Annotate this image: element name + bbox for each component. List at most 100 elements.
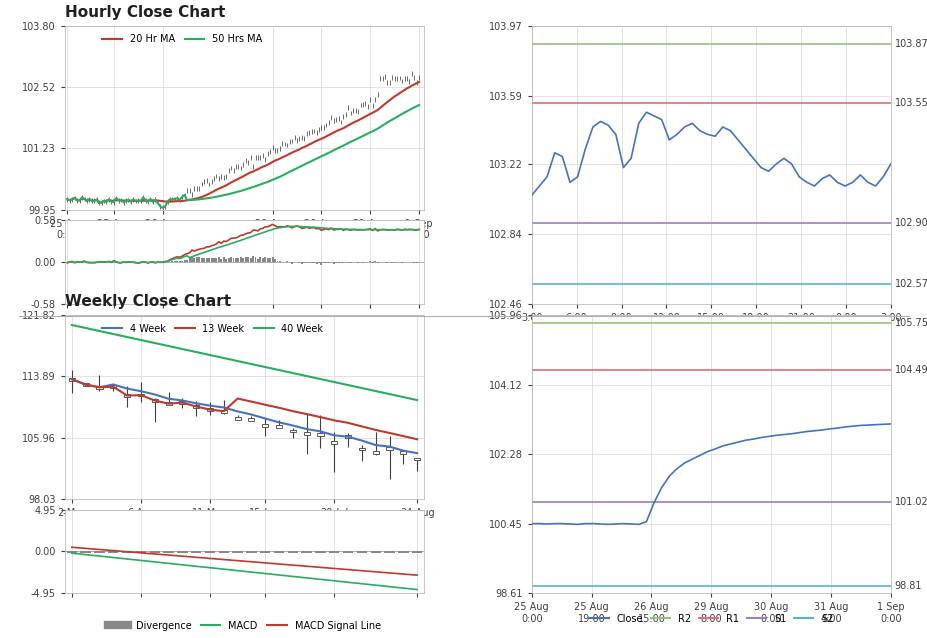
- Bar: [163, 551, 173, 553]
- Bar: [221, 410, 226, 413]
- Bar: [315, 262, 317, 263]
- Bar: [247, 257, 248, 262]
- Bar: [230, 257, 232, 262]
- Bar: [196, 257, 197, 262]
- Bar: [177, 551, 187, 553]
- Bar: [149, 551, 159, 553]
- Text: 102.90: 102.90: [894, 218, 927, 228]
- Bar: [260, 551, 270, 553]
- Text: 102.57: 102.57: [894, 279, 927, 289]
- Bar: [257, 259, 259, 262]
- Bar: [193, 405, 199, 408]
- Legend: Divergence, MACD, MACD Signal Line: Divergence, MACD, MACD Signal Line: [105, 327, 384, 345]
- Bar: [218, 256, 220, 262]
- Bar: [370, 551, 380, 553]
- Bar: [413, 457, 420, 460]
- Bar: [207, 408, 213, 411]
- Bar: [179, 401, 185, 404]
- Bar: [246, 551, 257, 553]
- Bar: [124, 394, 130, 397]
- Bar: [260, 258, 261, 262]
- Bar: [165, 403, 171, 405]
- Bar: [219, 551, 229, 553]
- Bar: [400, 451, 406, 454]
- Bar: [303, 432, 310, 434]
- Bar: [188, 257, 190, 262]
- Bar: [300, 262, 302, 264]
- Bar: [210, 258, 212, 262]
- Bar: [220, 259, 222, 262]
- Legend: Close, R2, R1, S1, S2: Close, R2, R1, S1, S2: [585, 320, 836, 338]
- Bar: [291, 262, 293, 263]
- Legend: Close, R2, R1, S1, S2: Close, R2, R1, S1, S2: [585, 610, 836, 628]
- Bar: [69, 378, 75, 380]
- Bar: [373, 451, 378, 454]
- Bar: [323, 262, 324, 263]
- Bar: [248, 418, 254, 420]
- Bar: [266, 258, 269, 262]
- Bar: [138, 394, 144, 396]
- Text: 105.75: 105.75: [894, 318, 927, 328]
- Bar: [386, 447, 392, 450]
- Bar: [173, 261, 176, 262]
- Text: 103.55: 103.55: [894, 98, 927, 108]
- Bar: [276, 261, 278, 262]
- Bar: [345, 435, 350, 438]
- Bar: [191, 551, 201, 553]
- Bar: [374, 261, 375, 262]
- Bar: [273, 551, 284, 553]
- Bar: [264, 257, 266, 262]
- Bar: [222, 257, 224, 262]
- Bar: [135, 551, 146, 553]
- Bar: [239, 257, 242, 262]
- Bar: [232, 551, 243, 553]
- Text: 101.02: 101.02: [894, 497, 927, 507]
- Bar: [327, 262, 329, 263]
- Bar: [193, 258, 196, 262]
- Bar: [215, 258, 217, 262]
- Bar: [315, 551, 325, 553]
- Bar: [83, 383, 89, 386]
- Text: Hourly Close Chart: Hourly Close Chart: [65, 5, 225, 20]
- Text: 103.87: 103.87: [894, 39, 927, 49]
- Text: 98.81: 98.81: [894, 581, 921, 591]
- Bar: [198, 258, 200, 262]
- Bar: [269, 258, 271, 262]
- Bar: [329, 551, 339, 553]
- Legend: Divergence, MACD, MACD Signal Line: Divergence, MACD, MACD Signal Line: [105, 617, 384, 635]
- Bar: [205, 551, 215, 553]
- Legend: 20 Hr MA, 50 Hrs MA: 20 Hr MA, 50 Hrs MA: [98, 31, 265, 48]
- Bar: [227, 258, 229, 262]
- Bar: [151, 399, 158, 402]
- Bar: [301, 551, 311, 553]
- Bar: [208, 258, 210, 262]
- Text: Weekly Close Chart: Weekly Close Chart: [65, 295, 231, 309]
- Bar: [372, 262, 374, 263]
- Bar: [213, 258, 215, 262]
- Bar: [261, 258, 263, 262]
- Bar: [245, 257, 247, 262]
- Bar: [242, 258, 244, 262]
- Bar: [176, 261, 178, 262]
- Bar: [249, 258, 251, 262]
- Bar: [349, 262, 351, 263]
- Bar: [235, 417, 240, 420]
- Bar: [186, 260, 188, 262]
- Bar: [181, 261, 183, 262]
- Bar: [191, 256, 193, 262]
- Bar: [233, 258, 235, 262]
- Bar: [308, 262, 310, 263]
- Bar: [225, 258, 227, 262]
- Bar: [318, 262, 320, 263]
- Bar: [121, 551, 133, 553]
- Bar: [254, 257, 256, 262]
- Bar: [376, 262, 378, 263]
- Bar: [287, 551, 298, 553]
- Bar: [333, 262, 335, 263]
- Bar: [342, 262, 344, 263]
- Bar: [275, 425, 282, 428]
- Bar: [95, 551, 105, 553]
- Bar: [359, 448, 364, 450]
- Bar: [303, 262, 305, 263]
- Legend: 4 Week, 13 Week, 40 Week: 4 Week, 13 Week, 40 Week: [98, 320, 327, 338]
